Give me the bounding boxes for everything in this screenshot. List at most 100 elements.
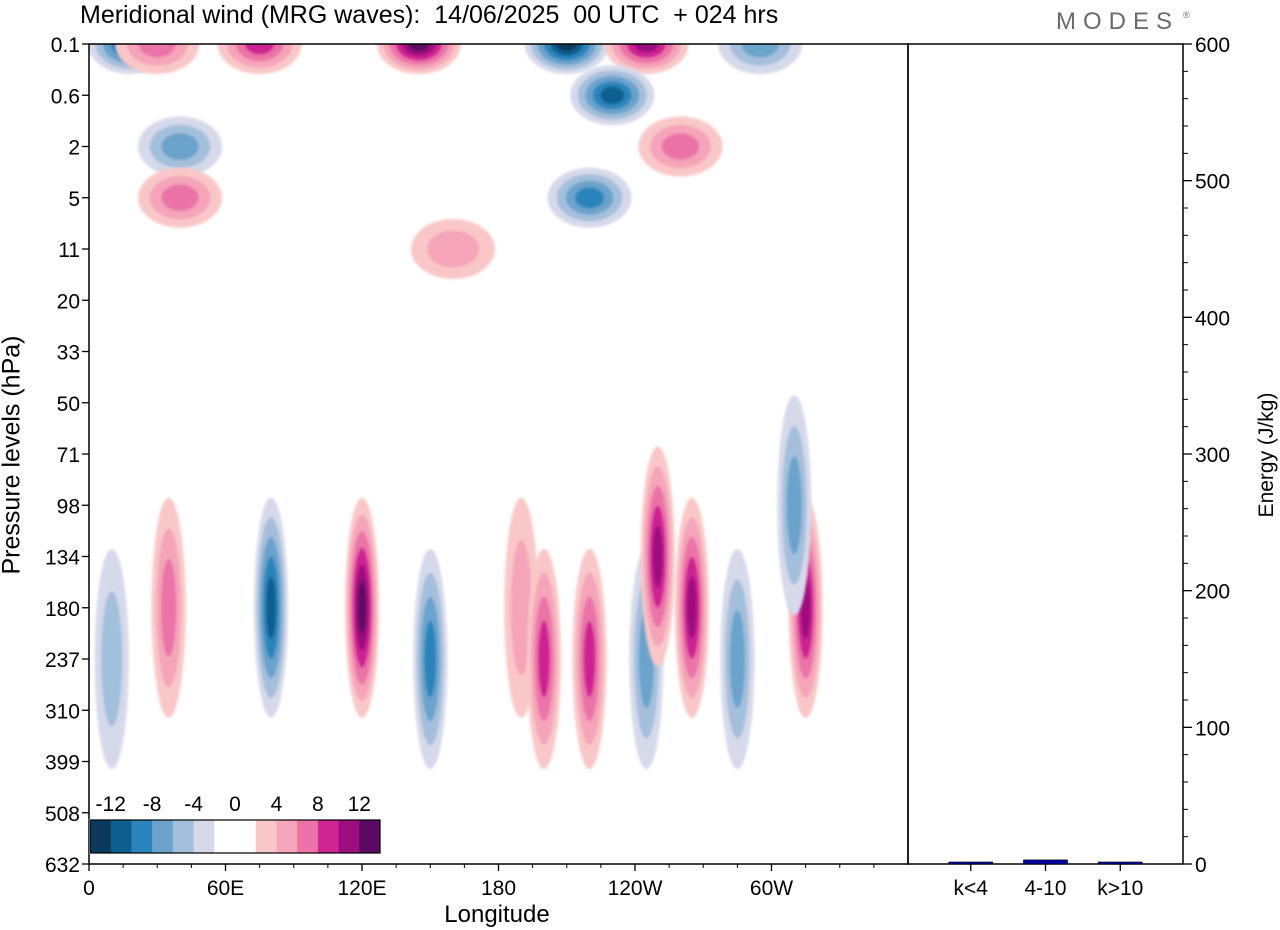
y-tick-label: 508 (45, 803, 80, 826)
wind-field (89, 44, 823, 769)
energy-category-label: k>10 (1097, 877, 1143, 900)
wind-contour (583, 620, 596, 698)
colorbar-swatch (193, 820, 215, 853)
wind-feature (527, 549, 561, 769)
wind-feature (604, 44, 689, 74)
colorbar-swatch (110, 820, 132, 853)
x-tick-label: 0 (83, 877, 95, 900)
wind-feature (411, 219, 495, 279)
wind-contour (427, 230, 479, 268)
x-tick-label: 120E (337, 877, 386, 900)
wind-feature (151, 497, 186, 718)
wind-contour (161, 184, 199, 212)
colorbar-swatch (338, 820, 360, 853)
wind-feature (720, 549, 755, 769)
wind-contour (245, 44, 275, 55)
colorbar-swatch (235, 820, 257, 853)
colorbar-frame (89, 819, 381, 854)
energy-category-label: k<4 (954, 877, 989, 900)
wind-contour (357, 581, 367, 635)
y-tick-label: 399 (45, 752, 80, 775)
y-tick-label: 134 (45, 547, 80, 570)
wind-contour (266, 576, 276, 640)
colorbar: -12 -8 -4 0 4 8 12 (89, 793, 381, 854)
colorbar-swatch (297, 820, 319, 853)
wind-feature (94, 549, 129, 769)
wind-contour (652, 525, 663, 588)
energy-tick-label: 600 (1195, 34, 1230, 57)
colorbar-swatch (152, 820, 174, 853)
wind-feature (674, 497, 709, 718)
energy-tick-label: 0 (1195, 854, 1207, 877)
wind-contour (634, 44, 659, 53)
wind-contour (138, 44, 176, 58)
y-tick-label: 50 (57, 393, 80, 416)
energy-tick-label: 100 (1195, 717, 1230, 740)
wind-contour (600, 86, 625, 104)
registered-mark: ® (1183, 10, 1190, 20)
energy-tick-label: 500 (1195, 171, 1230, 194)
y-tick-label: 0.1 (51, 34, 80, 57)
wind-feature (547, 167, 632, 228)
y-tick-label: 5 (68, 188, 80, 211)
x-tick-label: 120W (608, 877, 663, 900)
wind-feature (638, 116, 723, 177)
x-tick-label: 60W (750, 877, 793, 900)
colorbar-swatch (276, 820, 298, 853)
chart-title: Meridional wind (MRG waves): 14/06/2025 … (80, 1, 779, 29)
energy-bar (948, 861, 994, 865)
wind-feature (524, 44, 609, 74)
wind-feature (345, 497, 379, 718)
wind-feature (254, 497, 288, 718)
wind-contour (161, 133, 199, 160)
wind-contour (538, 620, 550, 698)
wind-contour (574, 187, 605, 209)
y-tick-label: 237 (45, 649, 80, 672)
colorbar-swatch (172, 820, 195, 853)
wind-feature (640, 446, 675, 667)
colorbar-swatch (214, 820, 236, 853)
modes-logo: MODES (1056, 8, 1180, 35)
energy-category-label: 4-10 (1024, 877, 1066, 900)
y-tick-label: 98 (57, 495, 80, 518)
energy-tick-label: 300 (1195, 444, 1230, 467)
wind-contour (556, 44, 577, 52)
x-tick-label: 60E (207, 877, 244, 900)
energy-bar (1023, 859, 1068, 865)
wind-feature (376, 44, 461, 74)
wind-feature (115, 44, 200, 74)
wind-feature (138, 167, 222, 228)
y-tick-label: 0.6 (51, 85, 80, 108)
y-tick-label: 310 (45, 700, 80, 723)
x-axis-label-longitude: Longitude (444, 901, 550, 928)
energy-panel-frame (907, 43, 1184, 865)
x-tick-label: 180 (481, 877, 516, 900)
y-tick-label: 2 (68, 137, 80, 160)
energy-tick-label: 400 (1195, 307, 1230, 330)
y-tick-label: 33 (57, 342, 80, 365)
colorbar-swatch (255, 820, 277, 853)
colorbar-swatch (317, 820, 340, 853)
wind-contour (101, 591, 123, 727)
colorbar-swatch (131, 820, 153, 853)
colorbar-label: 0 (229, 793, 241, 816)
colorbar-label: -4 (184, 793, 203, 816)
wind-contour (661, 133, 700, 160)
wind-feature (777, 395, 812, 616)
y-tick-label: 632 (45, 854, 80, 877)
wind-feature (217, 44, 302, 74)
energy-bars: k<4 4-10 k>10 (948, 859, 1143, 900)
colorbar-swatch (90, 820, 112, 853)
wind-feature (570, 65, 655, 126)
y-tick-label: 71 (57, 444, 80, 467)
colorbar-swatch (359, 820, 381, 853)
wind-contour (729, 610, 745, 708)
wind-feature (718, 44, 803, 74)
wind-contour (510, 540, 532, 676)
wind-contour (686, 576, 697, 640)
energy-tick-label: 200 (1195, 581, 1230, 604)
energy-bar (1097, 861, 1143, 865)
wind-contour (408, 44, 430, 52)
colorbar-label: 4 (271, 793, 283, 816)
